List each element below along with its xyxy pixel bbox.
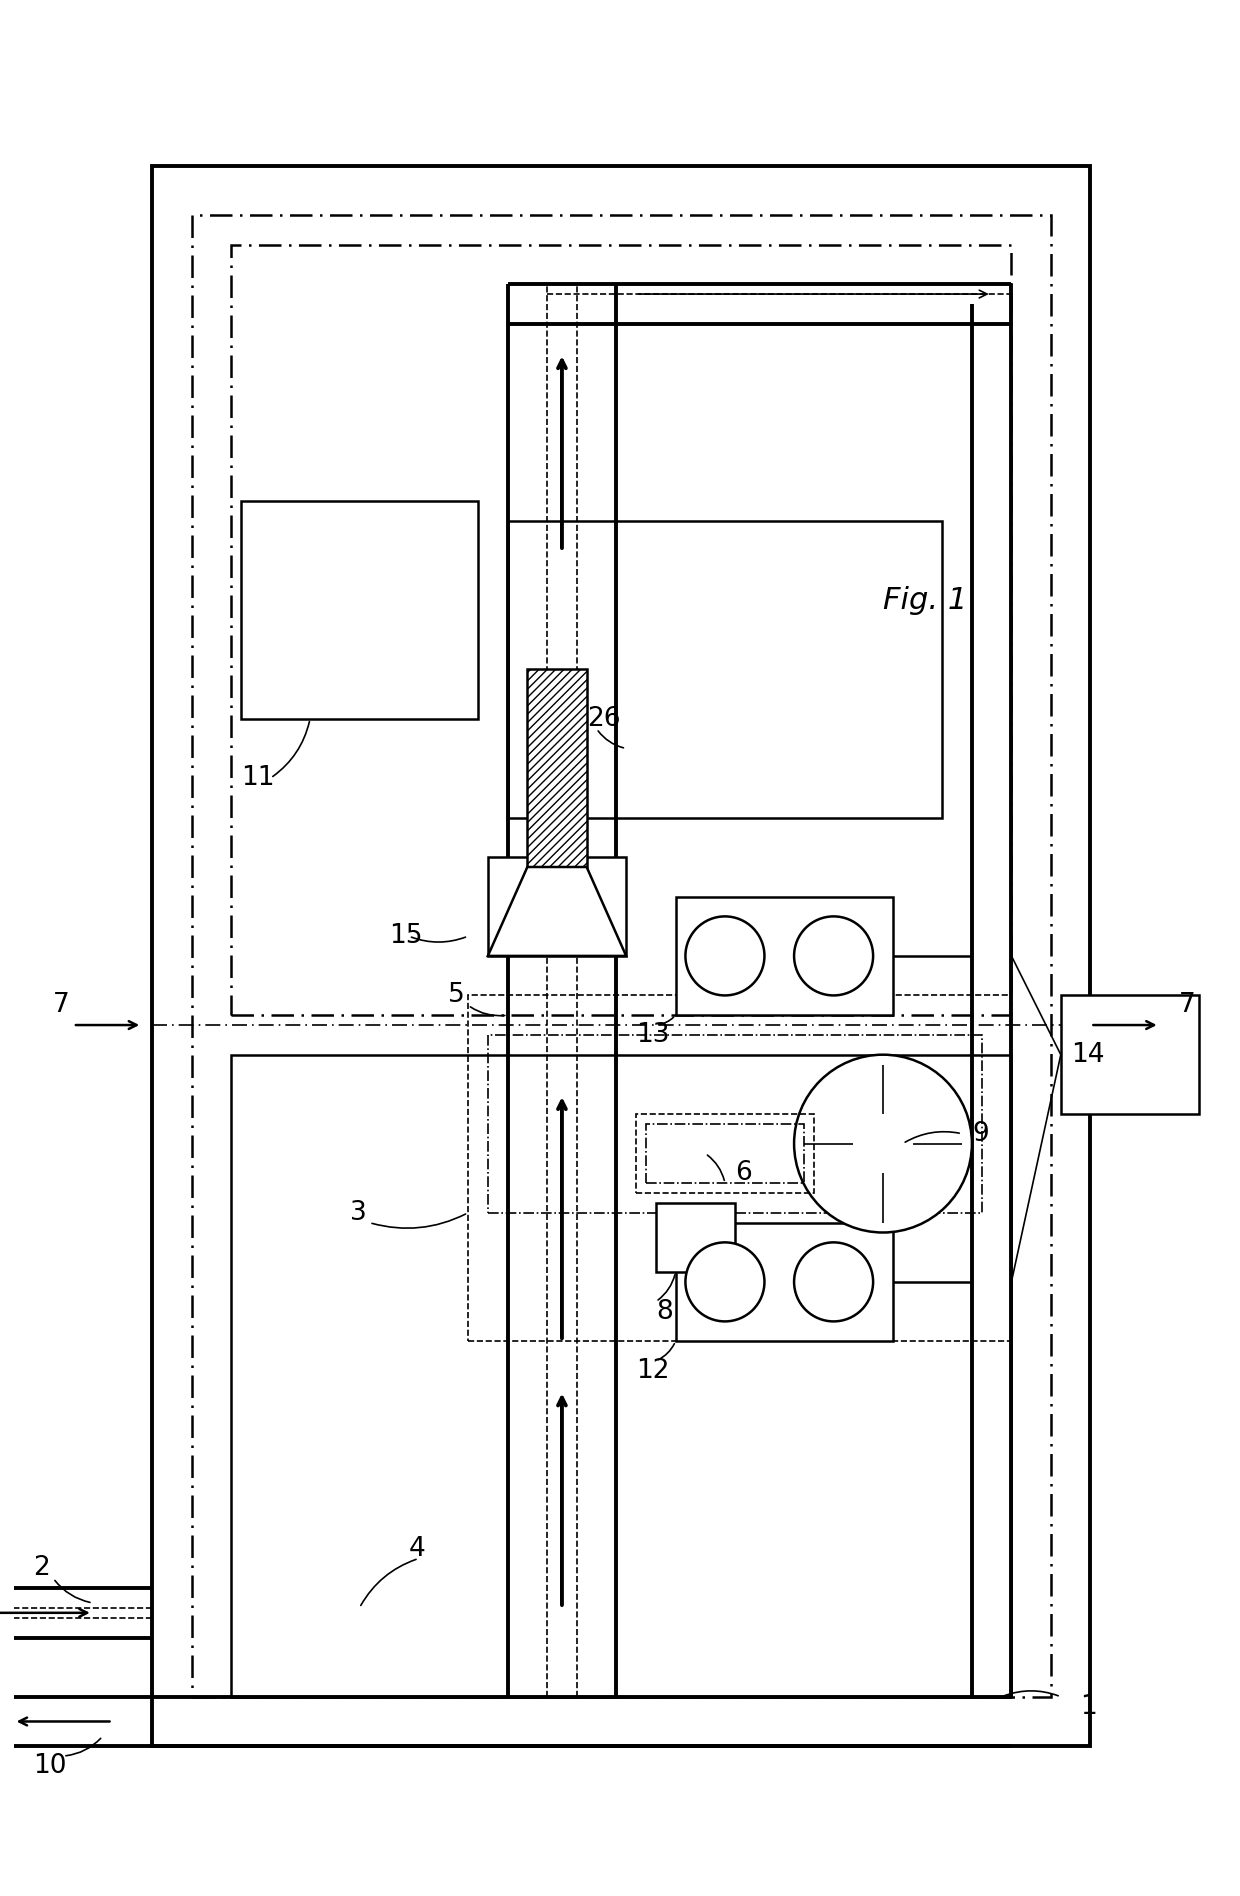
Text: 5: 5 xyxy=(449,982,465,1009)
Bar xyxy=(467,995,1012,1340)
Text: 13: 13 xyxy=(636,1022,670,1048)
Text: 26: 26 xyxy=(587,705,620,732)
Text: 7: 7 xyxy=(1179,992,1197,1018)
Bar xyxy=(487,857,626,956)
Bar xyxy=(527,669,587,866)
Circle shape xyxy=(794,1242,873,1322)
Text: 12: 12 xyxy=(636,1358,670,1384)
Bar xyxy=(191,214,1052,1697)
Text: 8: 8 xyxy=(656,1299,672,1325)
Circle shape xyxy=(794,916,873,995)
Circle shape xyxy=(686,1242,764,1322)
Text: 7: 7 xyxy=(53,992,69,1018)
Text: 10: 10 xyxy=(33,1754,67,1778)
Text: 4: 4 xyxy=(409,1536,425,1562)
Bar xyxy=(231,1054,1012,1697)
Polygon shape xyxy=(487,866,626,956)
Text: 11: 11 xyxy=(241,766,274,791)
Text: 6: 6 xyxy=(735,1160,751,1187)
Text: Fig. 1: Fig. 1 xyxy=(883,586,967,614)
Bar xyxy=(676,1223,893,1340)
Text: 15: 15 xyxy=(389,923,423,950)
Bar xyxy=(636,1115,813,1193)
Text: 2: 2 xyxy=(33,1555,50,1581)
Bar xyxy=(241,502,477,719)
Bar xyxy=(656,1202,735,1272)
Bar xyxy=(646,1124,804,1183)
Bar xyxy=(153,165,1090,1746)
Text: 14: 14 xyxy=(1070,1041,1104,1067)
Bar xyxy=(1060,995,1199,1115)
Circle shape xyxy=(794,1054,972,1232)
Bar xyxy=(676,897,893,1014)
Text: 1: 1 xyxy=(1080,1693,1097,1720)
Text: 9: 9 xyxy=(972,1121,988,1147)
Circle shape xyxy=(686,916,764,995)
Bar xyxy=(507,521,942,817)
Text: 3: 3 xyxy=(350,1200,366,1225)
Bar xyxy=(487,1035,982,1213)
Bar xyxy=(231,245,1012,1014)
